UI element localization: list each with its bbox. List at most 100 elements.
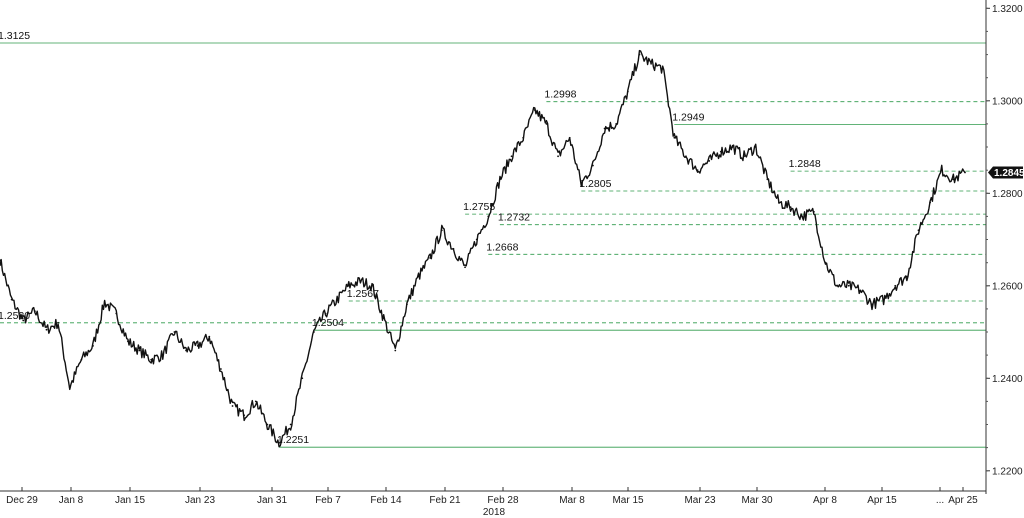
data-point xyxy=(871,303,873,306)
level-label-1-2755: 1.2755 xyxy=(463,201,495,213)
data-point xyxy=(464,266,466,269)
data-point xyxy=(57,321,60,324)
data-point xyxy=(301,377,304,380)
y-axis: 1.2200 1.2400 1.2600 1.2800 1.3000 1.3200 xyxy=(985,0,1023,494)
data-point xyxy=(568,136,571,139)
data-point xyxy=(824,261,827,264)
data-point xyxy=(68,386,71,389)
data-point xyxy=(371,284,373,287)
data-point xyxy=(905,275,908,278)
data-point xyxy=(406,303,408,306)
data-point xyxy=(173,331,176,333)
data-point xyxy=(499,178,501,181)
x-tick-label: Apr 15 xyxy=(867,495,897,506)
data-point xyxy=(964,171,966,174)
level-label-1-2251: 1.2251 xyxy=(277,434,309,446)
data-point xyxy=(452,247,455,250)
y-tick-label: 1.2800 xyxy=(992,189,1023,200)
data-point xyxy=(557,155,559,158)
x-tick-label: Mar 23 xyxy=(684,495,716,506)
data-point xyxy=(475,238,478,241)
data-point xyxy=(359,280,362,283)
data-point xyxy=(615,123,618,125)
x-tick-label: Feb 7 xyxy=(315,495,341,506)
x-tick-label: Feb 14 xyxy=(370,495,402,506)
data-point xyxy=(638,53,641,56)
data-point xyxy=(10,298,13,301)
level-label-1-2668: 1.2668 xyxy=(486,241,518,253)
last-price-box xyxy=(988,166,1023,179)
data-point xyxy=(126,340,129,343)
data-point xyxy=(80,358,83,361)
data-point xyxy=(731,146,734,148)
level-label-1-2567: 1.2567 xyxy=(347,288,379,300)
data-point xyxy=(22,319,25,322)
data-point xyxy=(812,210,815,213)
x-year-label: 2018 xyxy=(483,507,506,518)
data-point xyxy=(429,257,432,259)
data-point xyxy=(626,90,629,93)
data-point xyxy=(0,259,1,262)
y-tick-label: 1.2600 xyxy=(992,281,1023,292)
data-point xyxy=(254,400,257,403)
data-point xyxy=(220,368,222,370)
data-point xyxy=(208,335,211,338)
data-point xyxy=(859,289,862,292)
x-tick-label: Dec 29 xyxy=(6,495,38,506)
data-point xyxy=(778,201,780,204)
data-point xyxy=(789,206,792,209)
last-price-tag: 1.2845 xyxy=(988,166,1024,179)
data-point xyxy=(545,123,548,125)
data-point xyxy=(522,136,525,139)
data-point xyxy=(103,301,106,303)
y-tick-label: 1.2200 xyxy=(992,466,1023,477)
data-point xyxy=(382,317,385,320)
data-point xyxy=(929,201,932,204)
data-point xyxy=(347,284,350,287)
data-point xyxy=(196,344,199,347)
data-point xyxy=(719,150,722,153)
data-point xyxy=(417,275,420,278)
data-point xyxy=(917,229,920,232)
data-point xyxy=(940,169,943,172)
data-point xyxy=(801,215,804,218)
data-point xyxy=(185,349,187,352)
data-point xyxy=(894,284,897,287)
last-price-label: 1.2845 xyxy=(994,168,1024,179)
data-point xyxy=(324,312,327,315)
series-layer xyxy=(0,49,966,448)
data-point xyxy=(278,442,280,444)
x-tick-label: Jan 23 xyxy=(185,495,215,506)
data-point xyxy=(138,349,141,352)
x-tick-label: Apr 8 xyxy=(813,495,837,506)
data-point xyxy=(650,62,652,65)
x-tick-label: Feb 21 xyxy=(429,495,461,506)
data-point xyxy=(592,164,594,167)
series-line xyxy=(0,49,966,448)
x-tick-label: Mar 15 xyxy=(612,495,644,506)
level-lines xyxy=(0,42,986,448)
x-tick-label: Jan 8 xyxy=(59,495,84,506)
level-labels: 1.3125 1.2998 1.2949 1.2848 1.2805 1.27551.27… xyxy=(0,30,821,446)
data-point xyxy=(836,284,839,287)
data-point xyxy=(313,331,315,333)
data-point xyxy=(673,136,676,139)
level-label-1-2520: 1.2520 xyxy=(0,310,30,322)
level-label-1-3125: 1.3125 xyxy=(0,30,30,42)
data-point xyxy=(231,405,234,407)
data-point xyxy=(603,127,606,130)
level-label-1-2732: 1.2732 xyxy=(498,212,530,224)
x-axis: Dec 29 Jan 8 Jan 15 Jan 23 Jan 31 Feb 7 Feb 14… xyxy=(0,487,986,518)
data-point xyxy=(150,358,153,361)
data-point xyxy=(161,354,164,357)
data-point xyxy=(33,310,36,313)
data-point xyxy=(696,169,699,172)
x-tick-label: Jan 15 xyxy=(115,495,145,506)
data-point xyxy=(952,178,955,181)
level-label-1-2848: 1.2848 xyxy=(789,158,821,170)
level-label-1-2805: 1.2805 xyxy=(579,178,611,190)
data-point xyxy=(92,344,94,347)
y-tick-label: 1.3200 xyxy=(992,4,1023,15)
x-tick-label: Mar 8 xyxy=(559,495,585,506)
data-point xyxy=(754,146,757,148)
